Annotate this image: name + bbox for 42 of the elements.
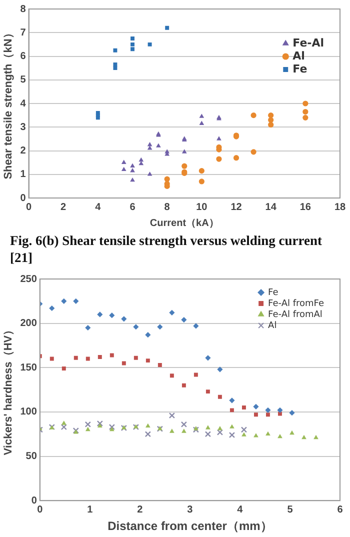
x-tick-label: 18 xyxy=(334,202,346,213)
y-tick-label: 7 xyxy=(20,27,26,38)
y-tick-label: 50 xyxy=(26,451,38,462)
legend-label: Al xyxy=(292,49,305,62)
x-tick-label: 14 xyxy=(265,202,277,213)
y-tick-label: 250 xyxy=(20,274,38,285)
legend-label: Fe xyxy=(292,62,308,76)
y-tick-label: 200 xyxy=(20,318,38,330)
y-tick-label: 6 xyxy=(20,51,26,62)
y-tick-label: 3 xyxy=(20,122,26,133)
y-axis-title: Vickers' hardness（HV） xyxy=(2,324,15,456)
x-axis-title: Current（kA） xyxy=(150,218,219,229)
y-tick-label: 1 xyxy=(20,169,26,180)
x-axis-title: Distance from center（mm） xyxy=(108,519,272,534)
x-tick-label: 8 xyxy=(164,202,170,213)
x-tick-label: 2 xyxy=(60,202,67,213)
x-tick-label: 5 xyxy=(287,504,294,516)
y-tick-label: 5 xyxy=(20,74,26,86)
caption: Fig. 6(b) Shear tensile strength versus welding current [21] xyxy=(10,232,323,266)
y-axis-title: Shear tensile strength（kN） xyxy=(2,28,15,180)
legend-label: Fe xyxy=(268,288,279,298)
x-tick-label: 6 xyxy=(337,504,344,516)
y-tick-label: 150 xyxy=(20,362,38,374)
x-tick-label: 16 xyxy=(300,202,312,213)
x-tick-label: 4 xyxy=(95,202,102,213)
x-tick-label: 6 xyxy=(130,202,136,213)
y-tick-label: 0 xyxy=(31,495,38,506)
legend-label: Al xyxy=(268,320,277,331)
y-tick-label: 2 xyxy=(20,146,26,156)
legend-label: Fe-Al fromAl xyxy=(268,310,322,320)
x-tick-label: 2 xyxy=(137,504,144,516)
x-tick-label: 3 xyxy=(187,504,194,516)
y-tick-label: 0 xyxy=(20,192,26,204)
legend-label: Fe-Al fromFe xyxy=(268,298,324,309)
y-tick-label: 4 xyxy=(20,98,26,110)
y-tick-label: 100 xyxy=(20,406,38,418)
legend-label: Fe-Al xyxy=(292,36,324,50)
x-tick-label: 1 xyxy=(87,504,94,516)
x-tick-label: 4 xyxy=(237,504,244,516)
x-tick-label: 12 xyxy=(230,202,242,213)
x-tick-label: 10 xyxy=(196,202,208,213)
y-tick-label: 8 xyxy=(20,4,26,15)
